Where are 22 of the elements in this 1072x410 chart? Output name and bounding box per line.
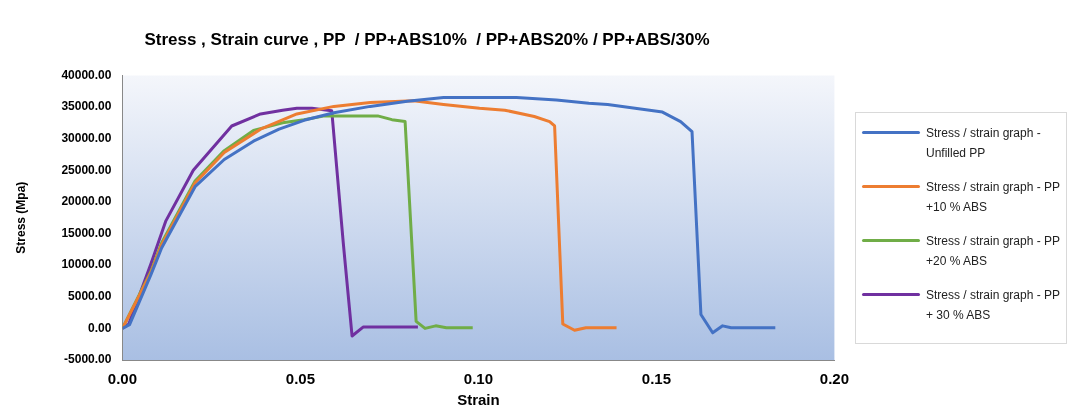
y-tick-label: 15000.00 <box>61 225 112 240</box>
x-tick-label: 0.10 <box>463 370 494 388</box>
x-tick-label: 0.00 <box>107 370 138 388</box>
y-axis-title: Stress (Mpa) <box>13 181 28 254</box>
y-tick-label: -5000.00 <box>64 352 112 367</box>
chart-title: Stress , Strain curve , PP / PP+ABS10% / PP+ABS20% / PP+ABS/30% <box>144 29 710 49</box>
legend-label: Stress / strain graph - Unfilled PP <box>926 125 1042 162</box>
legend-label: Stress / strain graph - PP + 30 % ABS <box>926 287 1061 324</box>
x-tick-label: 0.20 <box>819 370 849 388</box>
y-tick-label: 30000.00 <box>61 130 112 145</box>
y-tick-label: 40000.00 <box>61 67 112 82</box>
x-tick-label: 0.05 <box>285 370 316 388</box>
x-axis-title: Strain <box>457 391 500 409</box>
y-tick-label: 35000.00 <box>61 99 112 114</box>
legend-label: Stress / strain graph - PP +20 % ABS <box>926 233 1061 270</box>
x-tick-label: 0.15 <box>641 370 672 388</box>
y-tick-label: 20000.00 <box>61 194 112 209</box>
y-tick-label: 25000.00 <box>61 162 112 177</box>
legend-label: Stress / strain graph - PP +10 % ABS <box>926 179 1061 216</box>
y-tick-label: 10000.00 <box>61 257 112 272</box>
y-tick-label: 5000.00 <box>68 289 112 304</box>
y-tick-label: 0.00 <box>88 320 112 335</box>
